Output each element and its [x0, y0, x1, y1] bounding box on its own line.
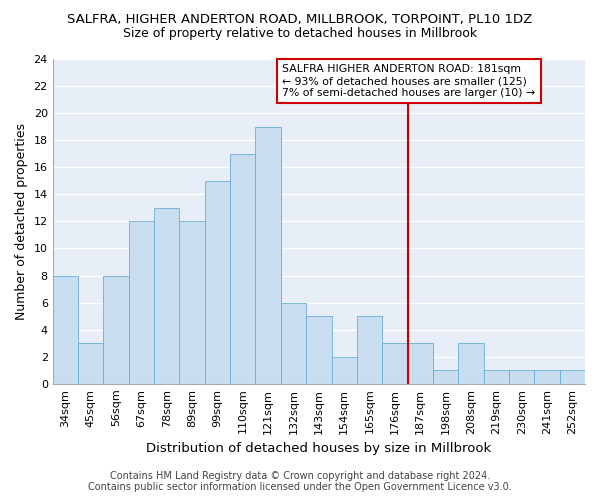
Bar: [509, 370, 535, 384]
Bar: [535, 370, 560, 384]
Bar: [560, 370, 585, 384]
Bar: [78, 343, 103, 384]
Bar: [306, 316, 332, 384]
Bar: [256, 126, 281, 384]
Bar: [129, 222, 154, 384]
Bar: [332, 356, 357, 384]
Bar: [230, 154, 256, 384]
Bar: [357, 316, 382, 384]
Bar: [281, 302, 306, 384]
Bar: [382, 343, 407, 384]
Text: Contains HM Land Registry data © Crown copyright and database right 2024.
Contai: Contains HM Land Registry data © Crown c…: [88, 471, 512, 492]
Bar: [407, 343, 433, 384]
Text: Size of property relative to detached houses in Millbrook: Size of property relative to detached ho…: [123, 28, 477, 40]
Bar: [154, 208, 179, 384]
Bar: [53, 276, 78, 384]
Text: SALFRA, HIGHER ANDERTON ROAD, MILLBROOK, TORPOINT, PL10 1DZ: SALFRA, HIGHER ANDERTON ROAD, MILLBROOK,…: [67, 12, 533, 26]
Text: SALFRA HIGHER ANDERTON ROAD: 181sqm
← 93% of detached houses are smaller (125)
7: SALFRA HIGHER ANDERTON ROAD: 181sqm ← 93…: [282, 64, 535, 98]
Bar: [458, 343, 484, 384]
Bar: [103, 276, 129, 384]
Bar: [179, 222, 205, 384]
Bar: [484, 370, 509, 384]
Y-axis label: Number of detached properties: Number of detached properties: [15, 123, 28, 320]
Bar: [433, 370, 458, 384]
Bar: [205, 181, 230, 384]
X-axis label: Distribution of detached houses by size in Millbrook: Distribution of detached houses by size …: [146, 442, 491, 455]
